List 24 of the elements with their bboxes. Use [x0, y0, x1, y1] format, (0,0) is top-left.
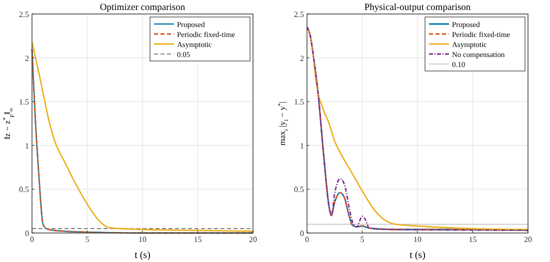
- x-axis-title: t (s): [134, 250, 150, 261]
- y-tick-label: 2: [25, 54, 29, 63]
- y-tick-label: 1: [300, 141, 304, 150]
- x-tick-label: 15: [468, 235, 477, 244]
- y-tick-label: 1: [25, 141, 29, 150]
- y-tick-label: 2: [300, 54, 304, 63]
- chart-title: Optimizer comparison: [100, 3, 186, 13]
- x-tick-label: 10: [414, 235, 422, 244]
- x-tick-label: 5: [360, 235, 364, 244]
- y-tick-label: 0.5: [19, 185, 29, 194]
- y-tick-label: 1.5: [294, 98, 304, 107]
- x-tick-label: 10: [138, 235, 146, 244]
- y-tick-label: 0: [300, 229, 304, 238]
- x-tick-label: 15: [194, 235, 202, 244]
- x-tick-label: 20: [524, 235, 532, 244]
- y-tick-label: 1.5: [19, 98, 29, 107]
- x-axis-title: t (s): [410, 250, 426, 261]
- y-tick-label: 0.5: [294, 185, 304, 194]
- x-tick-label: 20: [249, 235, 257, 244]
- y-tick-label: 2.5: [19, 10, 29, 19]
- x-tick-label: 5: [85, 235, 90, 244]
- y-tick-label: 0: [25, 229, 29, 238]
- y-tick-label: 2.5: [294, 10, 304, 19]
- chart-title: Physical-output comparison: [364, 3, 471, 13]
